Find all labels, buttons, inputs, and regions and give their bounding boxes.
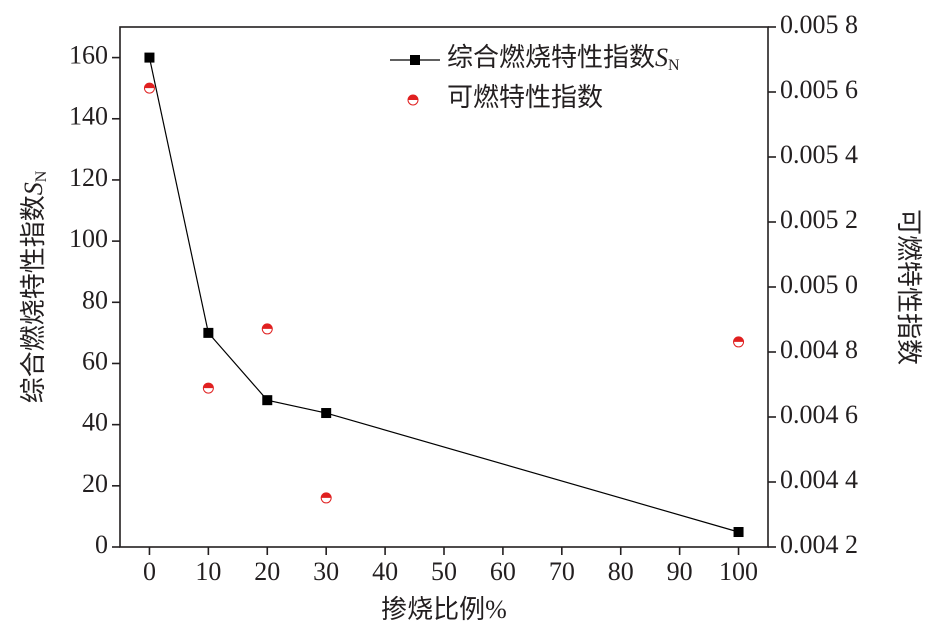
- y-tick-label: 60: [82, 346, 108, 375]
- y2-axis-label: 可燃特性指数: [894, 209, 923, 365]
- x-tick-label: 60: [490, 557, 516, 586]
- square-marker: [321, 408, 332, 419]
- x-tick-label: 10: [195, 557, 221, 586]
- legend-label-symbol: S: [655, 43, 668, 72]
- legend-label-text: 综合燃烧特性指数: [447, 43, 655, 72]
- x-tick-label: 50: [431, 557, 457, 586]
- legend-circle-half: [408, 95, 418, 100]
- y2-tick-label: 0.004 8: [780, 335, 858, 364]
- y-axis-label: 综合燃烧特性指数SN: [19, 170, 50, 403]
- y2-tick-label: 0.005 0: [780, 270, 858, 299]
- square-marker: [733, 527, 744, 538]
- y-tick-label: 120: [69, 163, 108, 192]
- half-circle-marker: [143, 82, 155, 94]
- y2-tick-label: 0.005 6: [780, 75, 858, 104]
- x-tick-label: 100: [719, 557, 758, 586]
- y2-tick-label: 0.004 6: [780, 400, 858, 429]
- y2-tick-label: 0.005 2: [780, 205, 858, 234]
- legend-label: 可燃特性指数: [447, 83, 603, 112]
- half-circle-marker: [202, 382, 214, 394]
- marker-half: [262, 323, 273, 329]
- y-tick-label: 0: [95, 530, 108, 559]
- x-tick-label: 80: [608, 557, 634, 586]
- x-tick-label: 90: [667, 557, 693, 586]
- square-marker: [262, 395, 273, 406]
- legend-label: 综合燃烧特性指数SN: [447, 43, 680, 74]
- y-axis-label-subscript: N: [33, 170, 50, 182]
- x-axis-label: 掺烧比例%: [381, 595, 507, 624]
- half-circle-marker: [261, 323, 273, 335]
- y-tick-label: 40: [82, 408, 108, 437]
- plot-frame: [119, 26, 769, 548]
- legend: 综合燃烧特性指数SN 可燃特性指数: [390, 43, 680, 112]
- legend-label-subscript: N: [668, 57, 680, 74]
- x-tick-label: 30: [313, 557, 339, 586]
- x-tick-label: 40: [372, 557, 398, 586]
- marker-half: [321, 492, 332, 498]
- x-tick-label: 20: [254, 557, 280, 586]
- y2-tick-label: 0.005 4: [780, 140, 858, 169]
- y-tick-label: 20: [82, 469, 108, 498]
- y-tick-label: 140: [69, 102, 108, 131]
- y2-tick-label: 0.005 8: [780, 10, 858, 39]
- y-axis-label-text: 综合燃烧特性指数: [19, 195, 48, 403]
- square-marker: [203, 327, 214, 338]
- legend-square: [410, 55, 420, 65]
- y-tick-label: 100: [69, 224, 108, 253]
- marker-half: [733, 336, 744, 342]
- series-line: [148, 57, 739, 533]
- half-circle-marker: [320, 492, 332, 504]
- y-tick-label: 160: [69, 41, 108, 70]
- square-marker: [144, 52, 155, 63]
- y-axis-label-symbol: S: [19, 182, 48, 195]
- y-tick-label: 80: [82, 285, 108, 314]
- y2-tick-label: 0.004 4: [780, 465, 858, 494]
- x-tick-label: 0: [143, 557, 156, 586]
- half-circle-marker: [733, 336, 745, 348]
- y2-tick-label: 0.004 2: [780, 530, 858, 559]
- marker-half: [144, 83, 155, 89]
- x-tick-label: 70: [549, 557, 575, 586]
- marker-half: [203, 383, 214, 389]
